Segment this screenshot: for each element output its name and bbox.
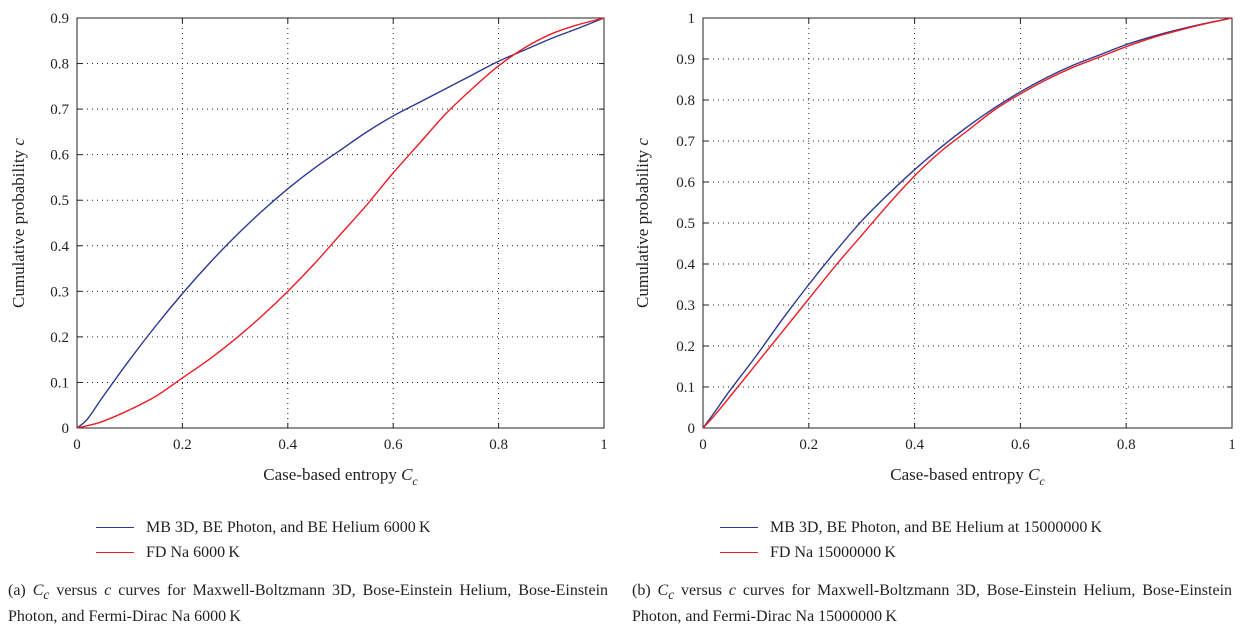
series-line-b-2 bbox=[702, 17, 1233, 429]
legend-b-item-2: FD Na 15000000 K bbox=[720, 540, 1102, 565]
y-tick-label-a-7: 0.7 bbox=[50, 102, 69, 118]
legend-a-item-2: FD Na 6000 K bbox=[96, 540, 431, 565]
chart-b-svg: 0 0.2 0.4 0.6 0.8 1 0 0.1 0.2 0.3 0.4 0.5 0.6 0.7 0.8 0… bbox=[633, 11, 1236, 488]
x-tick-label-a-4: 0.8 bbox=[489, 437, 508, 453]
caption-b-var: c bbox=[728, 582, 736, 599]
y-tick-label-b-8: 0.8 bbox=[676, 93, 695, 109]
x-tick-label-b-5: 1 bbox=[1228, 437, 1236, 453]
x-tick-label-a-3: 0.6 bbox=[384, 437, 403, 453]
caption-a-var: c bbox=[104, 582, 112, 599]
series-line-a-2 bbox=[76, 17, 605, 429]
plot-frame-b bbox=[702, 17, 1233, 429]
y-tick-label-b-1: 0.1 bbox=[676, 380, 695, 396]
legend-a-swatch-1 bbox=[96, 527, 134, 528]
caption-a-symbol: C bbox=[32, 582, 44, 599]
legend-b: MB 3D, BE Photon, and BE Helium at 15000… bbox=[720, 515, 1102, 565]
legend-b-item-1: MB 3D, BE Photon, and BE Helium at 15000… bbox=[720, 515, 1102, 540]
y-tick-label-b-0: 0 bbox=[688, 421, 696, 437]
y-tick-label-b-5: 0.5 bbox=[676, 216, 695, 232]
caption-b: (b) Cc versus c curves for Maxwell-Boltz… bbox=[632, 580, 1232, 628]
y-tick-label-a-1: 0.1 bbox=[50, 375, 69, 391]
x-tick-label-a-1: 0.2 bbox=[173, 437, 192, 453]
legend-a-label-2: FD Na 6000 K bbox=[146, 543, 240, 561]
y-tick-label-a-6: 0.6 bbox=[50, 148, 69, 164]
caption-b-middle: versus bbox=[681, 582, 722, 599]
caption-a-subscript: c bbox=[43, 587, 50, 603]
x-tick-label-a-0: 0 bbox=[73, 437, 81, 453]
y-tick-label-b-4: 0.4 bbox=[676, 257, 695, 273]
x-tick-label-b-4: 0.8 bbox=[1117, 437, 1136, 453]
x-tick-label-b-0: 0 bbox=[699, 437, 707, 453]
y-tick-label-a-5: 0.5 bbox=[50, 193, 69, 209]
x-tick-label-b-3: 0.6 bbox=[1011, 437, 1030, 453]
series-line-a-1 bbox=[76, 17, 605, 429]
x-tick-label-b-1: 0.2 bbox=[799, 437, 818, 453]
y-tick-label-a-2: 0.2 bbox=[50, 330, 69, 346]
y-tick-label-b-7: 0.7 bbox=[676, 134, 695, 150]
caption-b-subscript: c bbox=[668, 587, 675, 603]
plot-frame-a bbox=[76, 17, 605, 429]
x-axis-label-b: Case-based entropy Cc bbox=[890, 465, 1045, 488]
y-tick-label-a-0: 0 bbox=[62, 421, 70, 437]
y-tick-label-b-3: 0.3 bbox=[676, 298, 695, 314]
legend-a-swatch-2 bbox=[96, 552, 134, 553]
caption-a-middle: versus bbox=[56, 582, 98, 599]
caption-b-rest: curves for Maxwell-Boltzmann 3D, Bose-Ei… bbox=[632, 582, 1233, 626]
chart-panel-a: 0 0.2 0.4 0.6 0.8 1 0 0.1 0.2 0.3 0.4 0.5 0.6 0.7 0.8 0… bbox=[8, 11, 608, 628]
chart-a-svg: 0 0.2 0.4 0.6 0.8 1 0 0.1 0.2 0.3 0.4 0.5 0.6 0.7 0.8 0… bbox=[9, 11, 608, 488]
series-line-b-1 bbox=[702, 17, 1233, 429]
x-tick-label-a-2: 0.4 bbox=[278, 437, 297, 453]
x-axis-label-a: Case-based entropy Cc bbox=[263, 465, 418, 488]
caption-b-symbol: C bbox=[657, 582, 669, 599]
y-tick-label-a-9: 0.9 bbox=[50, 11, 69, 27]
caption-b-prefix: (b) bbox=[632, 582, 651, 599]
legend-a: MB 3D, BE Photon, and BE Helium 6000 K F… bbox=[96, 515, 431, 565]
legend-b-label-1: MB 3D, BE Photon, and BE Helium at 15000… bbox=[770, 518, 1103, 536]
caption-a-rest: curves for Maxwell-Boltzmann 3D, Bose-Ei… bbox=[8, 582, 609, 626]
y-tick-label-a-8: 0.8 bbox=[50, 57, 69, 73]
chart-panel-b: 0 0.2 0.4 0.6 0.8 1 0 0.1 0.2 0.3 0.4 0.5 0.6 0.7 0.8 0… bbox=[624, 0, 1248, 628]
legend-b-swatch-1 bbox=[720, 527, 758, 528]
legend-b-label-2: FD Na 15000000 K bbox=[770, 543, 896, 561]
y-tick-label-b-6: 0.6 bbox=[676, 175, 695, 191]
caption-a-prefix: (a) bbox=[8, 582, 26, 599]
x-tick-label-a-5: 1 bbox=[600, 437, 608, 453]
x-tick-label-b-2: 0.4 bbox=[905, 437, 924, 453]
legend-a-label-1: MB 3D, BE Photon, and BE Helium 6000 K bbox=[146, 518, 431, 536]
y-axis-label-a: Cumulative probability c bbox=[9, 138, 28, 308]
legend-a-item-1: MB 3D, BE Photon, and BE Helium 6000 K bbox=[96, 515, 431, 540]
y-tick-label-b-2: 0.2 bbox=[676, 339, 695, 355]
y-tick-label-b-9: 0.9 bbox=[676, 52, 695, 68]
y-tick-label-b-10: 1 bbox=[688, 11, 696, 27]
y-tick-label-a-3: 0.3 bbox=[50, 284, 69, 300]
legend-b-swatch-2 bbox=[720, 552, 758, 553]
y-axis-label-b: Cumulative probability c bbox=[633, 138, 652, 308]
y-tick-label-a-4: 0.4 bbox=[50, 239, 69, 255]
caption-a: (a) Cc versus c curves for Maxwell-Boltz… bbox=[8, 580, 608, 628]
